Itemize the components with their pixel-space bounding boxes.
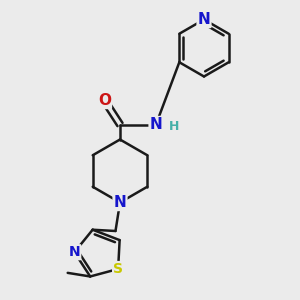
Text: N: N bbox=[198, 12, 210, 27]
Text: N: N bbox=[150, 117, 162, 132]
Text: N: N bbox=[114, 195, 126, 210]
Text: H: H bbox=[169, 120, 179, 134]
Text: S: S bbox=[113, 262, 123, 276]
Text: O: O bbox=[98, 93, 111, 108]
Text: N: N bbox=[69, 245, 80, 259]
